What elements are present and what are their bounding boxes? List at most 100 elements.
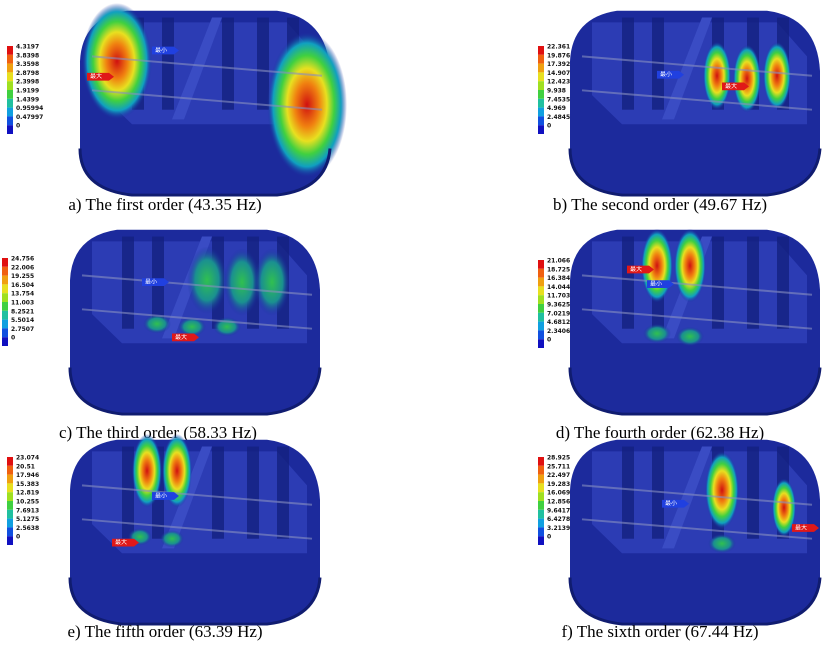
panel: 最大最小 bbox=[570, 440, 820, 624]
legend-label: 2.7507 bbox=[11, 326, 34, 333]
legend-label: 2.3406 bbox=[547, 328, 570, 335]
legend-label: 12.856 bbox=[547, 499, 570, 506]
legend-swatch bbox=[7, 475, 13, 484]
legend-label: 4.969 bbox=[547, 105, 566, 112]
legend-label: 0.47997 bbox=[16, 114, 43, 121]
partition bbox=[622, 447, 634, 539]
legend-swatch bbox=[7, 519, 13, 528]
legend-swatch bbox=[538, 322, 544, 331]
legend-label: 2.8798 bbox=[16, 70, 39, 77]
legend-swatch bbox=[7, 536, 13, 545]
legend-swatch bbox=[7, 483, 13, 492]
legend-swatch bbox=[538, 260, 544, 269]
legend-swatch bbox=[538, 116, 544, 125]
legend-swatch bbox=[538, 64, 544, 73]
legend-label: 3.3598 bbox=[16, 61, 39, 68]
hotspot bbox=[708, 534, 736, 553]
legend-swatch bbox=[7, 457, 13, 466]
legend-label: 2.3998 bbox=[16, 79, 39, 86]
legend-swatch bbox=[538, 286, 544, 295]
legend-label: 2.4845 bbox=[547, 114, 570, 121]
legend-label: 0 bbox=[16, 123, 20, 130]
panel: 最大最小 bbox=[70, 434, 320, 624]
legend-label: 4.3197 bbox=[16, 44, 39, 51]
legend-swatch bbox=[538, 510, 544, 519]
legend-swatch bbox=[7, 116, 13, 125]
legend-swatch bbox=[7, 72, 13, 81]
legend-label: 22.497 bbox=[547, 472, 570, 479]
legend-swatch bbox=[7, 46, 13, 55]
legend-swatch bbox=[2, 267, 8, 276]
caption: b) The second order (49.67 Hz) bbox=[553, 195, 767, 214]
legend-swatch bbox=[2, 320, 8, 329]
legend-label: 0 bbox=[16, 534, 20, 541]
hotspot bbox=[643, 324, 671, 343]
hotspot bbox=[676, 327, 704, 346]
legend-swatch bbox=[538, 483, 544, 492]
legend-label: 14.044 bbox=[547, 284, 570, 291]
legend-label: 5.1275 bbox=[16, 516, 39, 523]
legend-label: 11.703 bbox=[547, 293, 570, 300]
legend-swatch bbox=[538, 46, 544, 55]
hotspot bbox=[763, 42, 791, 110]
legend-swatch bbox=[7, 501, 13, 510]
caption: a) The first order (43.35 Hz) bbox=[68, 195, 261, 214]
hotspot bbox=[641, 229, 673, 303]
legend-label: 18.725 bbox=[547, 266, 570, 273]
hotspot bbox=[254, 248, 290, 316]
legend-label: 14.907 bbox=[547, 70, 570, 77]
legend-label: 8.2521 bbox=[11, 308, 34, 315]
min-label: 最小 bbox=[145, 278, 157, 286]
legend-swatch bbox=[538, 519, 544, 528]
legend-swatch bbox=[7, 55, 13, 64]
legend-label: 12.423 bbox=[547, 79, 570, 86]
legend-swatch bbox=[538, 501, 544, 510]
legend-label: 0 bbox=[547, 337, 551, 344]
legend-swatch bbox=[7, 510, 13, 519]
legend-label: 1.4399 bbox=[16, 96, 39, 103]
legend-label: 21.066 bbox=[547, 258, 570, 265]
legend-swatch bbox=[2, 293, 8, 302]
legend-label: 5.5014 bbox=[11, 317, 34, 324]
legend-swatch bbox=[538, 90, 544, 99]
legend-label: 19.876 bbox=[547, 52, 570, 59]
legend-swatch bbox=[538, 269, 544, 278]
legend-swatch bbox=[2, 337, 8, 346]
legend-swatch bbox=[538, 99, 544, 108]
legend-label: 0.95994 bbox=[16, 105, 43, 112]
legend-swatch bbox=[538, 295, 544, 304]
legend-swatch bbox=[7, 125, 13, 134]
legend-swatch bbox=[538, 55, 544, 64]
legend-label: 7.0219 bbox=[547, 310, 570, 317]
legend-swatch bbox=[538, 466, 544, 475]
legend-label: 17.392 bbox=[547, 61, 570, 68]
partition bbox=[212, 447, 224, 539]
legend-label: 4.6812 bbox=[547, 319, 570, 326]
partition bbox=[622, 237, 634, 329]
legend-label: 10.255 bbox=[16, 499, 39, 506]
legend-swatch bbox=[2, 328, 8, 337]
legend-swatch bbox=[538, 81, 544, 90]
legend-swatch bbox=[2, 284, 8, 293]
legend-label: 1.9199 bbox=[16, 88, 39, 95]
hotspot bbox=[267, 32, 347, 178]
caption: f) The sixth order (67.44 Hz) bbox=[561, 622, 758, 641]
legend-swatch bbox=[2, 302, 8, 311]
legend-label: 11.003 bbox=[11, 300, 34, 307]
legend-label: 7.4535 bbox=[547, 96, 570, 103]
min-label: 最小 bbox=[650, 280, 662, 288]
min-label: 最小 bbox=[660, 70, 672, 78]
legend-swatch bbox=[7, 108, 13, 117]
hotspot bbox=[703, 42, 731, 110]
legend-label: 0 bbox=[547, 534, 551, 541]
legend-label: 0 bbox=[11, 335, 15, 342]
legend-swatch bbox=[7, 99, 13, 108]
legend-swatch bbox=[538, 527, 544, 536]
legend-label: 17.946 bbox=[16, 472, 39, 479]
legend-swatch bbox=[2, 258, 8, 267]
caption: c) The third order (58.33 Hz) bbox=[59, 423, 257, 442]
legend-label: 6.4278 bbox=[547, 516, 570, 523]
